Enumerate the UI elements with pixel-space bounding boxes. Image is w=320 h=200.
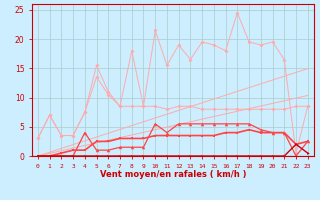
X-axis label: Vent moyen/en rafales ( km/h ): Vent moyen/en rafales ( km/h ) xyxy=(100,170,246,179)
